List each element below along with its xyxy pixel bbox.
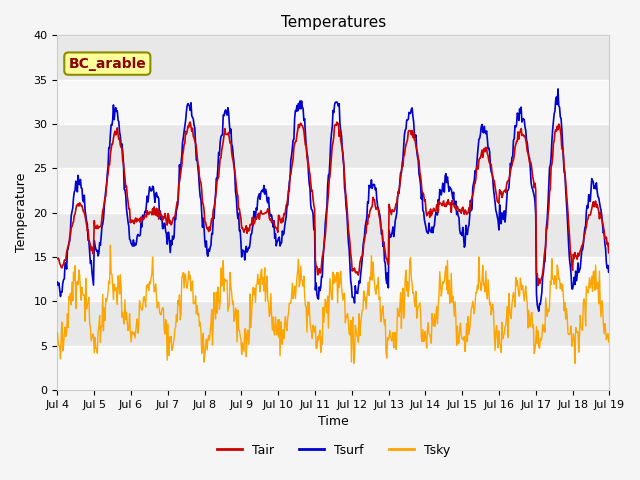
Tair bbox=[401, 146, 409, 152]
Tsurf bbox=[401, 132, 408, 137]
Tsky bbox=[63, 311, 71, 317]
Bar bbox=[58, 168, 609, 213]
X-axis label: Time: Time bbox=[318, 415, 349, 428]
Bar bbox=[58, 124, 609, 168]
Bar bbox=[58, 257, 609, 301]
Tsurf bbox=[535, 308, 543, 314]
Bar bbox=[58, 301, 609, 346]
Tsurf bbox=[605, 264, 613, 270]
Tsky bbox=[605, 331, 613, 336]
Tsurf bbox=[205, 248, 213, 254]
Tair bbox=[63, 246, 71, 252]
Tsky bbox=[402, 267, 410, 273]
Line: Tsurf: Tsurf bbox=[58, 89, 609, 311]
Tair bbox=[54, 256, 61, 262]
Tsky bbox=[54, 330, 61, 336]
Tsurf bbox=[54, 279, 61, 285]
Bar bbox=[58, 80, 609, 124]
Tsky bbox=[106, 242, 114, 248]
Tsky bbox=[121, 297, 129, 302]
Legend: Tair, Tsurf, Tsky: Tair, Tsurf, Tsky bbox=[212, 439, 455, 462]
Tsky bbox=[177, 311, 185, 317]
Tsurf bbox=[177, 170, 184, 176]
Text: BC_arable: BC_arable bbox=[68, 57, 146, 71]
Tair bbox=[605, 250, 613, 256]
Tair bbox=[417, 180, 425, 186]
Tair bbox=[177, 174, 184, 180]
Tsurf bbox=[120, 186, 128, 192]
Tair bbox=[534, 283, 542, 288]
Tsky bbox=[350, 360, 358, 366]
Bar bbox=[58, 213, 609, 257]
Tsky bbox=[419, 339, 426, 345]
Tsurf bbox=[417, 182, 424, 188]
Title: Temperatures: Temperatures bbox=[281, 15, 386, 30]
Tair bbox=[186, 119, 194, 125]
Bar bbox=[58, 36, 609, 80]
Y-axis label: Temperature: Temperature bbox=[15, 173, 28, 252]
Tair bbox=[206, 228, 214, 233]
Line: Tsky: Tsky bbox=[58, 245, 609, 363]
Tsurf bbox=[63, 248, 71, 253]
Bar bbox=[58, 346, 609, 390]
Tsurf bbox=[554, 86, 562, 92]
Tair bbox=[120, 168, 128, 174]
Tsky bbox=[206, 328, 214, 334]
Line: Tair: Tair bbox=[58, 122, 609, 286]
